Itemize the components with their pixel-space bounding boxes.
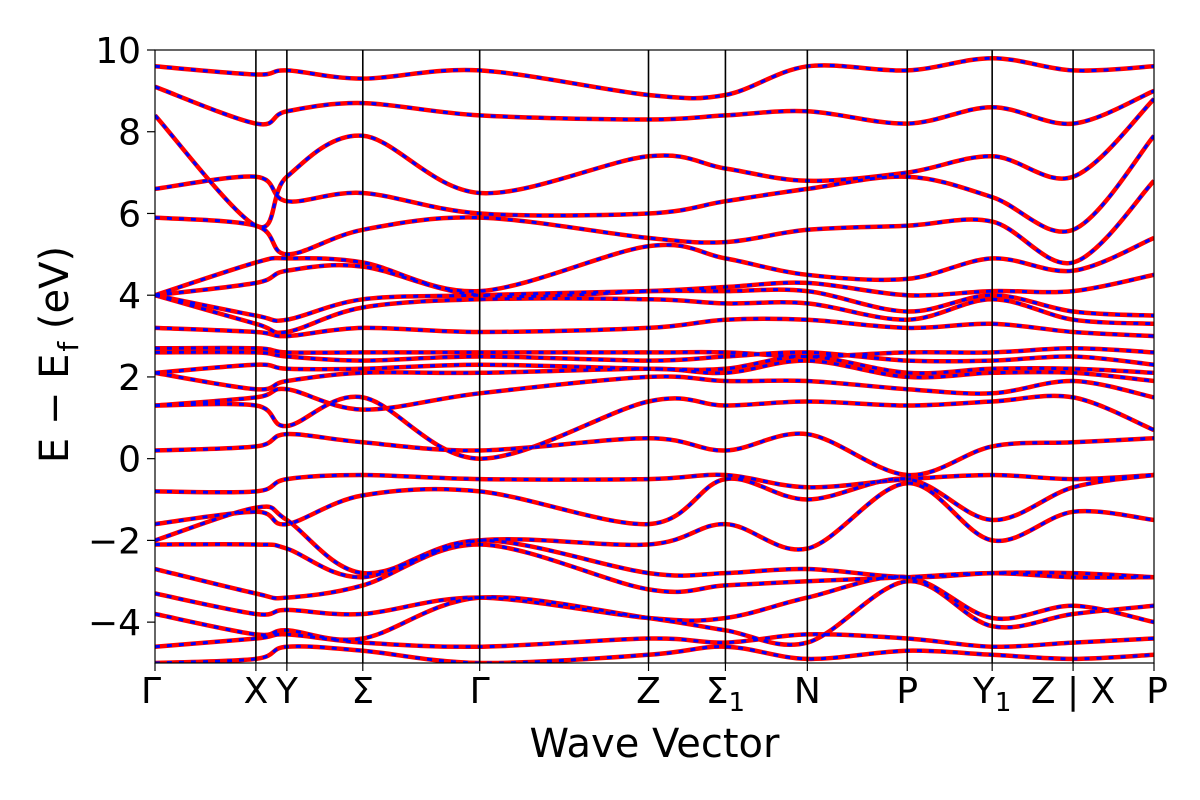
x-tick-label: P — [1146, 671, 1168, 712]
x-tick-label: Z — [636, 671, 661, 712]
y-tick-label: −2 — [88, 521, 141, 562]
y-tick-label: 6 — [118, 194, 141, 235]
y-tick-label: 10 — [95, 31, 141, 72]
band-line-blue-3 — [155, 575, 1154, 624]
y-tick-label: 4 — [118, 276, 141, 317]
band-line-red-22 — [155, 134, 1154, 234]
band-line-red-15 — [155, 345, 1154, 359]
y-tick-label: −4 — [88, 603, 141, 644]
x-tick-label: Γ — [470, 671, 490, 712]
y-tick-label: 2 — [118, 358, 141, 399]
band-line-blue-10 — [155, 394, 1154, 461]
x-tick-label: P — [896, 671, 918, 712]
y-axis-label: E − E f (eV) — [32, 246, 85, 463]
band-line-red-24 — [155, 84, 1154, 127]
band-line-blue-22 — [155, 134, 1154, 234]
band-line-red-18 — [155, 287, 1154, 324]
x-tick-label: Z | X — [1031, 671, 1115, 712]
band-line-red-10 — [155, 393, 1154, 461]
band-line-red-3 — [155, 574, 1154, 625]
band-line-red-9 — [155, 431, 1154, 478]
y-tick-label: 0 — [118, 440, 141, 481]
x-tick-label: X — [244, 671, 269, 712]
y-axis-label-main: E − E — [32, 354, 78, 464]
y-axis-label-unit: (eV) — [32, 246, 78, 342]
y-axis-ticks: −4 −2 0 2 4 6 8 10 — [88, 31, 155, 644]
x-tick-label: N — [794, 671, 821, 712]
y-axis-label-subscript: f — [52, 341, 85, 352]
x-axis-ticks: Γ X Y Σ Γ Z Σ1 N P Y1 Z | X P — [141, 663, 1168, 718]
y-tick-label: 8 — [118, 113, 141, 154]
band-line-red-21 — [155, 179, 1154, 266]
x-tick-label: Y1 — [972, 671, 1012, 718]
x-tick-label: Γ — [141, 671, 161, 712]
plot-frame — [154, 49, 1155, 664]
band-line-blue-6 — [155, 481, 1154, 575]
band-line-blue-23 — [155, 97, 1154, 229]
band-line-red-8 — [155, 472, 1154, 495]
band-line-blue-20 — [155, 236, 1154, 297]
high-symmetry-lines — [255, 50, 1074, 663]
x-tick-label: Σ1 — [706, 671, 745, 718]
x-tick-label: Σ — [351, 671, 374, 712]
band-line-red-11 — [155, 374, 1154, 412]
band-line-blue-17 — [155, 293, 1154, 335]
x-axis-label: Wave Vector — [530, 721, 781, 767]
band-line-blue-25 — [155, 56, 1154, 100]
x-tick-label: Y — [275, 671, 299, 712]
band-line-red-25 — [155, 55, 1154, 101]
